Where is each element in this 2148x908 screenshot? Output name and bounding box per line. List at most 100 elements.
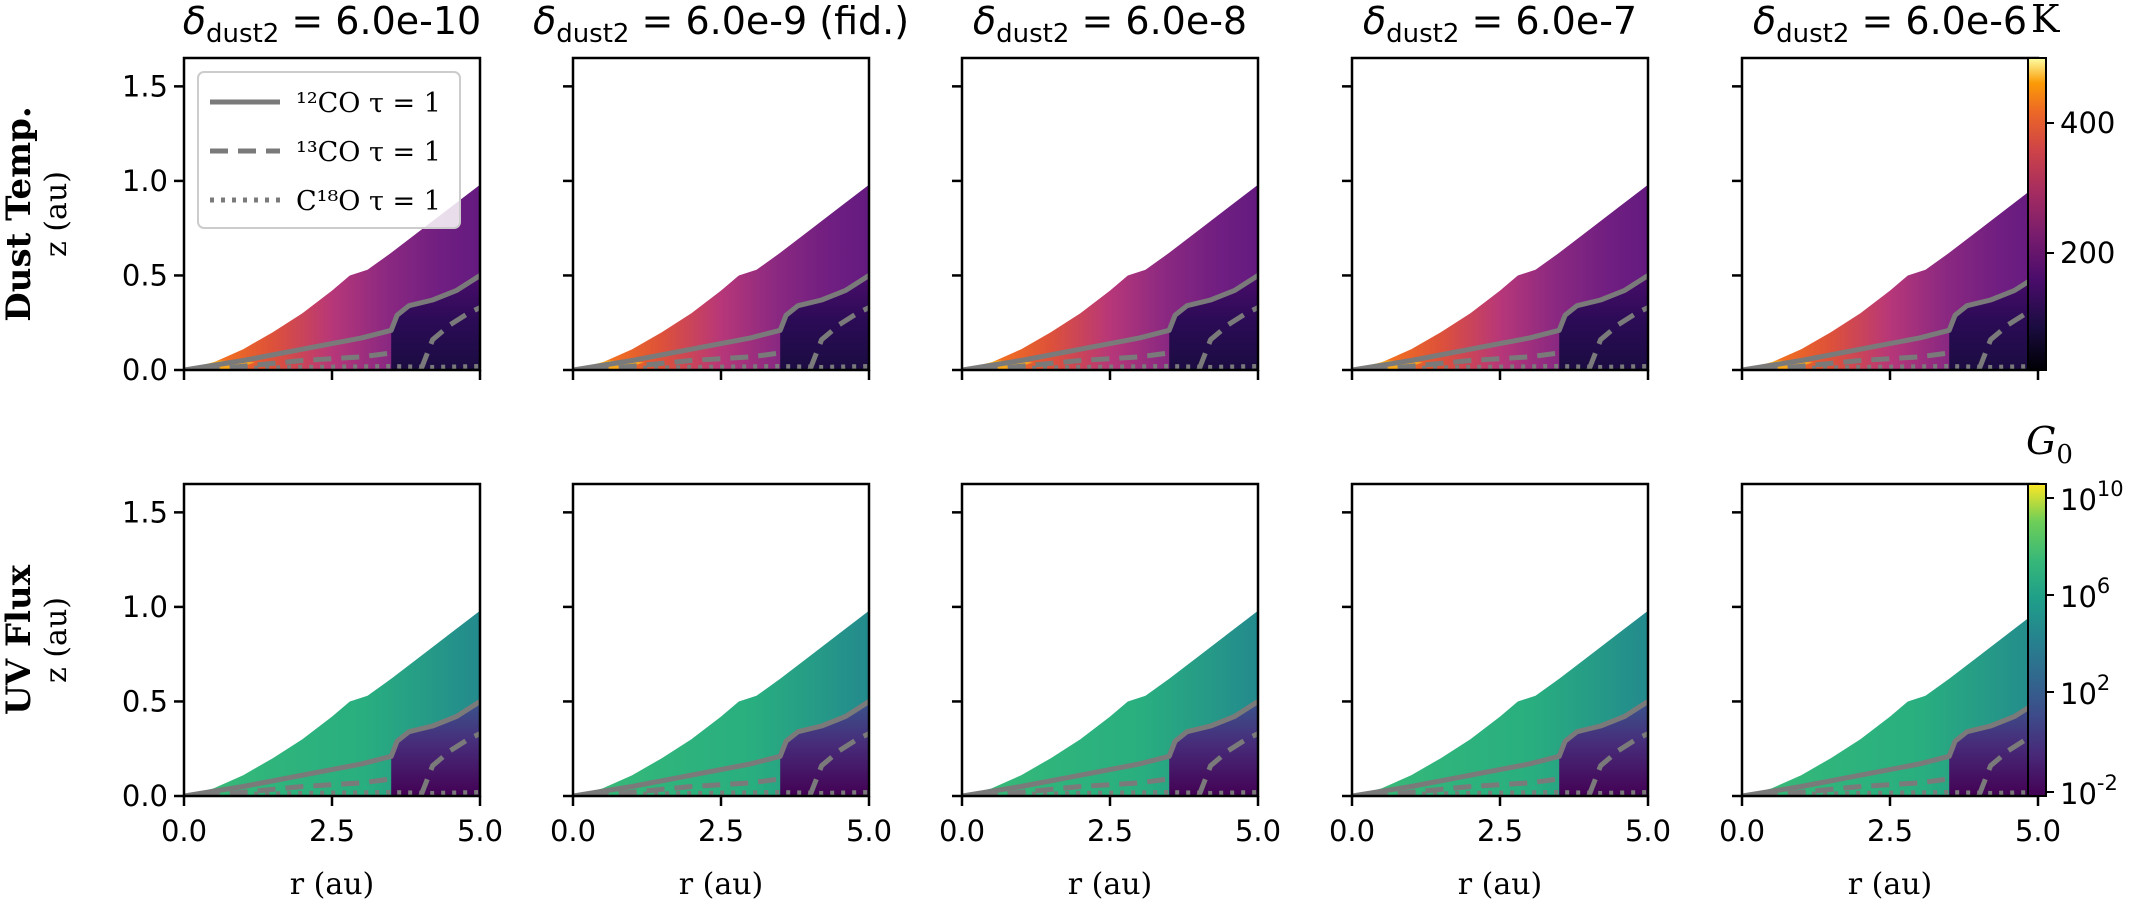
x-tick-label: 2.5 bbox=[1087, 814, 1133, 848]
tau-surface-12co-c2 bbox=[962, 699, 1258, 796]
panel-r0-c0: 0.0 0.5 1.0 1.5 z (au) bbox=[39, 56, 482, 387]
row-label-0: Dust Temp. bbox=[0, 106, 39, 322]
panel-r0-c3 bbox=[1342, 56, 1650, 380]
x-axis-label: r (au) bbox=[679, 867, 764, 902]
legend-box bbox=[197, 71, 461, 229]
shadow-region-c3 bbox=[1559, 275, 1648, 370]
y-tick-label: 0.0 bbox=[122, 353, 168, 387]
row-label-1: UV Flux bbox=[0, 564, 39, 715]
legend-label: ¹³CO τ = 1 bbox=[296, 137, 441, 168]
x-tick-label: 0.0 bbox=[939, 814, 985, 848]
colorbar-0 bbox=[2027, 57, 2047, 371]
x-axis-label: r (au) bbox=[1458, 867, 1543, 902]
x-tick-label: 0.0 bbox=[161, 814, 207, 848]
legend-label: ¹²CO τ = 1 bbox=[296, 88, 441, 119]
tau-surface-12co-c2 bbox=[962, 273, 1258, 370]
tau-surface-13co-c3 bbox=[1369, 350, 1560, 370]
x-tick-label: 0.0 bbox=[550, 814, 596, 848]
tau-surface-13co-c4 bbox=[1759, 350, 1950, 370]
colorbar-tick-label: 400 bbox=[2060, 106, 2115, 140]
x-axis-label: r (au) bbox=[290, 867, 375, 902]
panel-r1-c2: 0.0 2.5 5.0 r (au) bbox=[939, 482, 1281, 902]
shadow-region-c1 bbox=[780, 275, 869, 370]
tau-surface-12co-c3 bbox=[1352, 273, 1648, 370]
x-tick-label: 5.0 bbox=[846, 814, 892, 848]
tau-surface-12co-c1 bbox=[573, 273, 869, 370]
tau-surface-12co-c4 bbox=[1742, 699, 2038, 796]
y-axis-label: z (au) bbox=[39, 597, 74, 683]
shadow-region-c2 bbox=[1169, 275, 1258, 370]
panel-title-3: δdust2 = 6.0e-7 bbox=[1363, 0, 1637, 49]
x-tick-label: 5.0 bbox=[1235, 814, 1281, 848]
tau-surface-c18o-c3 bbox=[1411, 789, 1648, 796]
tau-surface-13co-c2 bbox=[979, 350, 1170, 370]
x-tick-label: 0.0 bbox=[1329, 814, 1375, 848]
legend-label: C¹⁸O τ = 1 bbox=[296, 186, 441, 217]
x-tick-label: 2.5 bbox=[1477, 814, 1523, 848]
x-tick-label: 0.0 bbox=[1719, 814, 1765, 848]
tau-surface-12co-c3 bbox=[1352, 699, 1648, 796]
legend: ¹²CO τ = 1 ¹³CO τ = 1 C¹⁸O τ = 1 bbox=[197, 71, 461, 229]
shadow-region-c2 bbox=[1169, 701, 1258, 796]
tau-surface-c18o-c1 bbox=[632, 789, 869, 796]
colorbar-tick-label: 10-2 bbox=[2060, 771, 2118, 811]
panels: 0.0 0.5 1.0 1.5 z (au) 0.0 0.5 1.0 1.5 0.0 2.5 5.0 r… bbox=[39, 56, 2061, 902]
panel-r1-c4: 0.0 2.5 5.0 r (au) bbox=[1719, 482, 2061, 902]
shadow-region-c3 bbox=[1559, 701, 1648, 796]
y-tick-label: 0.0 bbox=[122, 779, 168, 813]
y-tick-label: 0.5 bbox=[122, 684, 168, 718]
colorbar-tick-label: 1010 bbox=[2060, 477, 2124, 517]
shadow-region-c1 bbox=[780, 701, 869, 796]
panel-r0-c1 bbox=[563, 56, 871, 380]
panel-titles: δdust2 = 6.0e-10 δdust2 = 6.0e-9 (fid.) δd… bbox=[183, 0, 2027, 49]
tau-surface-12co-c0 bbox=[184, 699, 480, 796]
y-axis-label: z (au) bbox=[39, 171, 74, 257]
tau-surface-c18o-c2 bbox=[1021, 789, 1258, 796]
y-tick-label: 1.0 bbox=[122, 590, 168, 624]
y-tick-label: 1.5 bbox=[122, 495, 168, 529]
tau-surface-c18o-c1 bbox=[632, 363, 869, 370]
panel-r1-c3: 0.0 2.5 5.0 r (au) bbox=[1329, 482, 1671, 902]
x-tick-label: 5.0 bbox=[2015, 814, 2061, 848]
shadow-region-c0 bbox=[391, 701, 480, 796]
panel-r1-c0: 0.0 0.5 1.0 1.5 0.0 2.5 5.0 r (au) z (au) bbox=[39, 482, 503, 902]
tau-surface-c18o-c3 bbox=[1411, 363, 1648, 370]
tau-surface-c18o-c4 bbox=[1801, 363, 2038, 370]
x-axis-label: r (au) bbox=[1068, 867, 1153, 902]
tau-surface-13co-c2 bbox=[979, 776, 1170, 796]
shadow-region-c4 bbox=[1949, 701, 2038, 796]
y-tick-label: 1.5 bbox=[122, 69, 168, 103]
tau-surface-12co-c4 bbox=[1742, 273, 2038, 370]
tau-surface-c18o-c0 bbox=[243, 789, 480, 796]
panel-title-0: δdust2 = 6.0e-10 bbox=[183, 0, 481, 49]
shadow-region-c4 bbox=[1949, 275, 2038, 370]
panel-title-4: δdust2 = 6.0e-6 bbox=[1753, 0, 2027, 49]
colorbar-label-0: K bbox=[2031, 0, 2060, 41]
colorbars: K 400 200 G0 1010 106 102 10-2 bbox=[2026, 0, 2124, 811]
x-tick-label: 5.0 bbox=[1625, 814, 1671, 848]
shadow-region-c0 bbox=[391, 275, 480, 370]
colorbar-tick-label: 102 bbox=[2060, 671, 2110, 711]
x-tick-label: 2.5 bbox=[698, 814, 744, 848]
x-tick-label: 2.5 bbox=[1867, 814, 1913, 848]
tau-surface-13co-c4 bbox=[1759, 776, 1950, 796]
tau-surface-c18o-c2 bbox=[1021, 363, 1258, 370]
panel-r0-c2 bbox=[952, 56, 1260, 380]
colorbar-tick-label: 106 bbox=[2060, 574, 2110, 614]
panel-title-1: δdust2 = 6.0e-9 (fid.) bbox=[533, 0, 909, 49]
tau-surface-13co-c3 bbox=[1369, 776, 1560, 796]
tau-surface-13co-c0 bbox=[201, 776, 392, 796]
x-axis-label: r (au) bbox=[1848, 867, 1933, 902]
panel-r1-c1: 0.0 2.5 5.0 r (au) bbox=[550, 482, 892, 902]
tau-surface-12co-c0 bbox=[184, 273, 480, 370]
tau-surface-13co-c1 bbox=[590, 776, 781, 796]
x-tick-label: 5.0 bbox=[457, 814, 503, 848]
colorbar-label-1: G0 bbox=[2026, 419, 2073, 470]
tau-surface-c18o-c0 bbox=[243, 363, 480, 370]
panel-title-2: δdust2 = 6.0e-8 bbox=[973, 0, 1247, 49]
y-tick-label: 0.5 bbox=[122, 258, 168, 292]
tau-surface-13co-c1 bbox=[590, 350, 781, 370]
tau-surface-c18o-c4 bbox=[1801, 789, 2038, 796]
colorbar-1 bbox=[2027, 483, 2047, 797]
x-tick-label: 2.5 bbox=[309, 814, 355, 848]
